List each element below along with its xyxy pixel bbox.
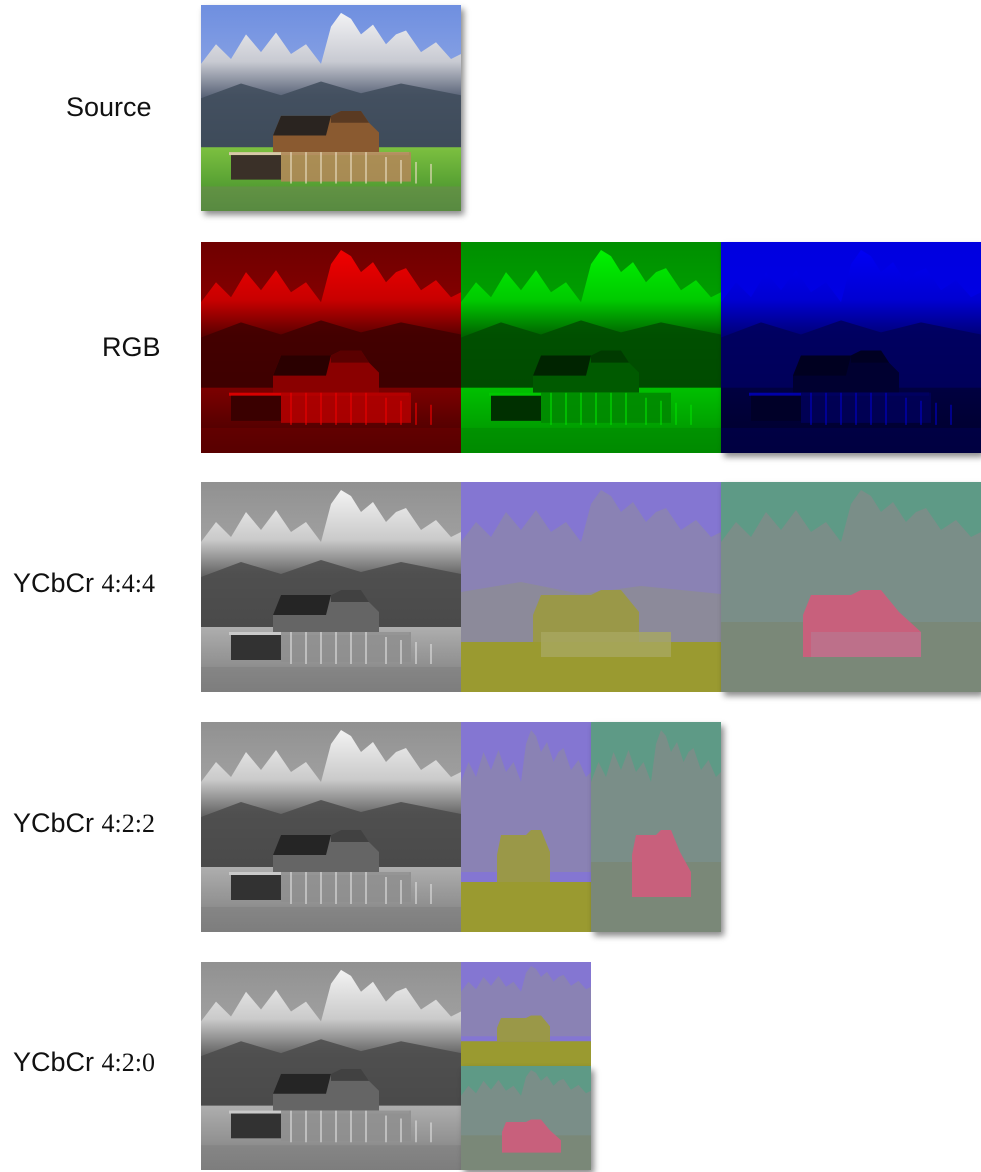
rgb-blue-channel [721,242,981,453]
ycbcr444-luma [201,482,461,692]
row-label-text: YCbCr [13,808,95,838]
ycbcr420-cr-chroma [461,1066,591,1170]
row-label-ratio: 4:2:0 [101,1048,155,1077]
row-label-ycbcr422: YCbCr 4:2:2 [13,808,155,839]
row-label-rgb: RGB [102,332,161,363]
row-label-text: Source [66,92,152,122]
ycbcr444-cb-chroma [461,482,721,692]
rgb-red-channel [201,242,461,453]
ycbcr444-cr-chroma [721,482,981,692]
ycbcr420-luma [201,962,461,1170]
rgb-green-channel [461,242,721,453]
row-label-text: RGB [102,332,161,362]
source-image [201,5,461,211]
row-label-ratio: 4:4:4 [101,569,155,598]
ycbcr422-cr-chroma [591,722,721,932]
row-label-ycbcr420: YCbCr 4:2:0 [13,1047,155,1078]
ycbcr420-cb-chroma [461,962,591,1066]
row-label-text: YCbCr [13,1047,95,1077]
ycbcr422-cb-chroma [461,722,591,932]
row-label-source: Source [66,92,152,123]
row-label-text: YCbCr [13,568,95,598]
row-label-ycbcr444: YCbCr 4:4:4 [13,568,155,599]
ycbcr422-luma [201,722,461,932]
row-label-ratio: 4:2:2 [101,809,155,838]
